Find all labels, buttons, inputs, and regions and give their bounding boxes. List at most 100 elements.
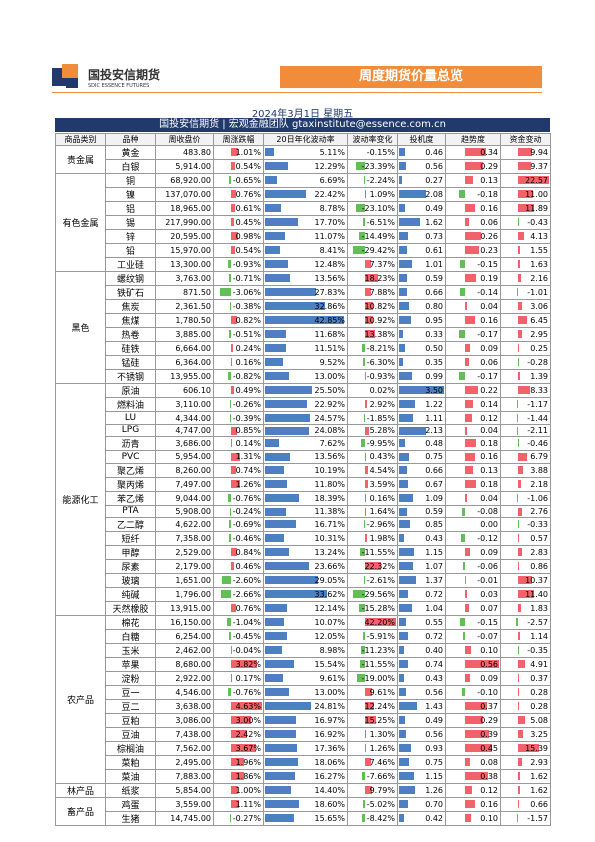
value-cell: 3,559.00 — [155, 796, 214, 812]
data-bar — [464, 659, 499, 668]
table-row: 镍 137,070.00 0.76% 22.42% 1.09% 2.08 -0.18 11.0… — [56, 187, 551, 203]
cell-text: 0.85% — [235, 425, 261, 435]
cell-text: 3,086.00 — [175, 715, 211, 725]
name-cell: 菜油 — [105, 768, 156, 784]
data-bar — [399, 176, 403, 185]
table-row: 林产品 纸浆 5,854.00 1.00% 14.40% 9.79% 1.26 0.12 1.6… — [55, 782, 551, 798]
data-bar — [265, 453, 290, 462]
value-cell: -0.18 — [445, 187, 501, 203]
value-cell: 11.40 — [500, 586, 551, 602]
data-bar — [365, 561, 382, 570]
cell-text: 7,438.00 — [175, 729, 211, 739]
cell-text: 9.79% — [369, 785, 395, 795]
data-bar — [265, 673, 283, 682]
value-cell: 8.78% — [263, 201, 348, 217]
cell-text: 8.33 — [530, 386, 548, 396]
cell-text: 8,260.00 — [175, 465, 211, 475]
name-cell: 淀粉 — [105, 670, 156, 686]
value-cell: 0.76% — [213, 600, 264, 616]
cell-text: 1.00% — [235, 785, 261, 795]
data-bar — [464, 479, 476, 488]
name-cell: LPG — [105, 423, 156, 438]
data-bar — [464, 344, 471, 353]
data-bar — [228, 274, 232, 283]
data-bar — [265, 260, 288, 269]
table-row: 焦炭 2,361.50 -0.38% 32.86% 10.82% 0.80 0.04 3.06 — [56, 299, 551, 315]
value-cell: 25.50% — [263, 383, 348, 399]
value-cell: -0.10 — [445, 684, 501, 700]
cell-text: 6,364.00 — [175, 358, 211, 368]
value-cell: 4,622.00 — [155, 516, 214, 532]
cell-text: 13,955.00 — [170, 372, 211, 382]
value-cell: 1.01% — [213, 145, 264, 161]
category-cell: 有色金属 — [55, 173, 106, 273]
value-cell: -0.46% — [213, 530, 264, 546]
cell-text: 4.63% — [235, 701, 261, 711]
data-bar — [399, 465, 408, 474]
cell-text: -1.44 — [527, 413, 548, 423]
cell-text: -0.35 — [527, 645, 548, 655]
cell-text: 1.30% — [369, 729, 395, 739]
cell-text: 18.23% — [364, 274, 395, 284]
value-cell: 1.14 — [500, 628, 551, 644]
value-cell: 12.24% — [347, 698, 398, 714]
value-cell: 0.54% — [213, 159, 264, 175]
data-bar — [364, 575, 366, 584]
cell-text: 锰硅 — [121, 359, 140, 370]
cell-text: 16.92% — [314, 729, 345, 739]
cell-text: 18.39% — [314, 493, 345, 503]
data-bar — [265, 246, 281, 255]
data-bar — [464, 453, 475, 462]
value-cell: 1,780.50 — [155, 313, 214, 329]
cell-text: 1.04 — [425, 603, 443, 613]
value-cell: -0.43 — [500, 215, 551, 231]
value-cell: 4,546.00 — [155, 684, 214, 700]
value-cell: 10.37 — [500, 572, 551, 588]
cell-text: 8.41% — [319, 246, 345, 256]
value-cell: -0.76% — [213, 684, 264, 700]
table-row: 白银 5,914.00 0.54% 12.29% -23.39% 0.56 0.29 9.37 — [56, 159, 551, 175]
data-bar — [363, 519, 366, 528]
value-cell: -29.56% — [347, 586, 398, 602]
cell-text: 6.69% — [319, 176, 345, 186]
cell-text: 13.56% — [314, 452, 345, 462]
value-cell: -0.45% — [213, 628, 264, 644]
value-cell: 0.93 — [397, 740, 446, 756]
cell-text: 3,110.00 — [175, 400, 211, 410]
data-bar — [265, 757, 299, 766]
cell-text: 3.59% — [369, 479, 395, 489]
data-bar — [464, 799, 475, 808]
cell-text: -0.28 — [527, 358, 548, 368]
cell-text: -0.06 — [477, 561, 498, 571]
data-bar — [265, 232, 286, 241]
cell-text: -0.33 — [527, 519, 548, 529]
cell-text: -1.01 — [527, 288, 548, 298]
data-bar — [265, 561, 309, 570]
cell-text: 1,780.50 — [175, 316, 211, 326]
value-cell: 9.79% — [347, 782, 398, 798]
cell-text: -2.66% — [232, 589, 261, 599]
data-bar — [365, 715, 377, 724]
value-cell: 4.13 — [500, 229, 551, 245]
value-cell: 0.80 — [397, 299, 446, 315]
name-cell: 焦炭 — [105, 299, 156, 315]
cell-text: 7.88% — [369, 288, 395, 298]
table-row: 豆油 7,438.00 2.42% 16.92% 1.30% 0.56 0.39 3.25 — [56, 726, 551, 742]
value-cell: 0.56 — [397, 684, 446, 700]
value-cell: 0.61 — [397, 243, 446, 259]
table-row: 铅 15,970.00 0.54% 8.41% -29.42% 0.61 0.23 1.55 — [56, 243, 551, 259]
value-cell: 11.80% — [263, 476, 348, 492]
cell-text: -15.28% — [361, 603, 395, 613]
value-cell: 0.28 — [500, 698, 551, 714]
table-row: 铝 18,965.00 0.61% 8.78% -23.10% 0.49 0.16 11.89 — [56, 201, 551, 217]
data-bar — [230, 400, 232, 409]
date: 2024年3月1日 星期五 — [251, 109, 354, 120]
cell-text: 2.76 — [530, 506, 548, 516]
data-bar — [518, 453, 528, 462]
table-row: 热卷 3,885.00 -0.51% 11.68% 13.38% 0.33 -0.17 2.9… — [56, 327, 551, 343]
cell-text: 1.07 — [425, 561, 443, 571]
value-cell: -6.30% — [347, 355, 398, 371]
cell-text: 1.96% — [235, 757, 261, 767]
value-cell: -11.55% — [347, 544, 398, 560]
table-row: 苹果 8,680.00 3.82% 15.54% -11.55% 0.74 0.56 4.91 — [56, 656, 551, 672]
